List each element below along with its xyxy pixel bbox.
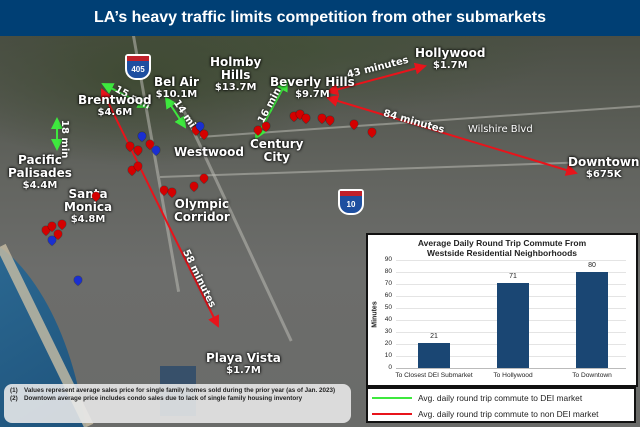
map-legend: Avg. daily round trip commute to DEI mar…: [366, 387, 636, 423]
map-area: 405 10 43 minutes 84 minutes 58 minutes …: [0, 36, 640, 427]
bar-value: 21: [430, 333, 438, 340]
y-tick: 50: [384, 304, 392, 311]
y-tick: 0: [388, 364, 392, 371]
label-olympic-corridor: Olympic Corridor: [174, 197, 230, 225]
label-century-city: Century City: [250, 137, 304, 165]
label-hollywood: Hollywood $1.7M: [415, 46, 486, 72]
interstate-10-shield-icon: 10: [338, 189, 364, 215]
bar-closest-dei: [418, 342, 450, 368]
bar-downtown: [576, 272, 608, 368]
footnote-1: (1) Values represent average sales price …: [10, 387, 336, 394]
y-tick: 70: [384, 280, 392, 287]
y-axis-label: Minutes: [371, 301, 379, 328]
label-playa-vista: Playa Vista $1.7M: [206, 351, 281, 377]
green-line-icon: [372, 396, 412, 399]
y-tick: 30: [384, 328, 392, 335]
label-santa-monica: Santa Monica $4.8M: [64, 187, 113, 226]
chart-plot-area: 90 80 70 60 50 40 30 20 10 0 21 71 80 To…: [385, 256, 626, 379]
label-pacific-palisades: Pacific Palisades $4.4M: [8, 153, 72, 192]
y-tick: 40: [384, 316, 392, 323]
label-holmby-hills: Holmby Hills $13.7M: [210, 55, 262, 94]
commute-bar-chart: Average Daily Round Trip Commute From We…: [366, 233, 638, 387]
bar-value: 80: [588, 262, 596, 269]
y-tick: 80: [384, 268, 392, 275]
label-bel-air: Bel Air $10.1M: [154, 75, 199, 101]
x-category-label: To Downtown: [572, 372, 612, 379]
bar-hollywood: [497, 282, 529, 368]
y-tick: 60: [384, 292, 392, 299]
page-title: LA’s heavy traffic limits competition fr…: [94, 9, 546, 26]
y-tick: 90: [384, 256, 392, 263]
legend-item-non-dei: Avg. daily round trip commute to non DEI…: [368, 406, 634, 421]
legend-item-dei: Avg. daily round trip commute to DEI mar…: [368, 390, 634, 405]
footnotes: (1) Values represent average sales price …: [4, 384, 351, 423]
x-category-label: To Hollywood: [493, 372, 533, 379]
page-header: LA’s heavy traffic limits competition fr…: [0, 0, 640, 36]
y-tick: 10: [384, 352, 392, 359]
label-beverly-hills: Beverly Hills $9.7M: [270, 75, 355, 101]
red-line-icon: [372, 412, 412, 415]
label-brentwood: Brentwood $4.6M: [78, 93, 152, 119]
footnote-2: (2) Downtown average price includes condo…: [10, 394, 303, 402]
y-tick: 20: [384, 340, 392, 347]
commute-arrows: [51, 62, 578, 328]
label-westwood: Westwood: [174, 145, 244, 159]
street-label-wilshire: Wilshire Blvd: [468, 124, 533, 135]
chart-title: Average Daily Round Trip Commute From We…: [417, 238, 587, 258]
label-downtown: Downtown $675K: [568, 155, 640, 181]
interstate-405-shield-icon: 405: [125, 54, 151, 80]
x-category-label: To Closest DEI Submarket: [395, 372, 473, 379]
bar-value: 71: [509, 273, 517, 280]
